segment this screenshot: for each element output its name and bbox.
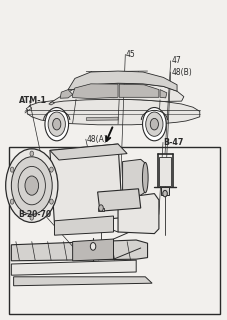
Polygon shape — [98, 189, 141, 211]
Polygon shape — [50, 144, 127, 160]
Polygon shape — [26, 106, 32, 110]
Bar — [9, 147, 220, 314]
Polygon shape — [11, 240, 148, 261]
Circle shape — [150, 118, 158, 130]
Circle shape — [50, 199, 53, 204]
Polygon shape — [54, 216, 114, 235]
Text: 48(A): 48(A) — [86, 135, 107, 144]
Text: B-47: B-47 — [163, 138, 184, 147]
Circle shape — [99, 205, 103, 211]
Ellipse shape — [143, 163, 148, 193]
Circle shape — [10, 199, 14, 204]
Circle shape — [53, 118, 61, 130]
Polygon shape — [14, 277, 152, 286]
Polygon shape — [73, 84, 118, 99]
Polygon shape — [60, 90, 73, 98]
Polygon shape — [50, 144, 123, 224]
Text: 47: 47 — [171, 56, 181, 65]
Polygon shape — [160, 90, 167, 98]
Circle shape — [11, 157, 52, 214]
Polygon shape — [49, 102, 54, 105]
Circle shape — [6, 149, 58, 222]
Circle shape — [25, 176, 39, 195]
Circle shape — [48, 112, 65, 136]
Polygon shape — [119, 84, 159, 97]
Circle shape — [50, 167, 53, 172]
Bar — [159, 157, 171, 186]
Circle shape — [143, 108, 166, 141]
Polygon shape — [73, 239, 114, 261]
Polygon shape — [11, 260, 136, 275]
Circle shape — [18, 166, 45, 205]
Circle shape — [10, 167, 14, 172]
Polygon shape — [161, 187, 169, 195]
Text: ATM-1: ATM-1 — [19, 96, 47, 105]
Polygon shape — [27, 99, 200, 125]
Circle shape — [163, 190, 167, 197]
Polygon shape — [98, 208, 104, 211]
Circle shape — [146, 112, 163, 136]
Circle shape — [45, 108, 69, 141]
Polygon shape — [50, 83, 184, 103]
Polygon shape — [123, 159, 145, 195]
Circle shape — [30, 215, 34, 220]
Polygon shape — [118, 194, 159, 234]
Circle shape — [30, 151, 34, 156]
Polygon shape — [86, 117, 118, 120]
Text: B-20-70: B-20-70 — [18, 210, 51, 219]
Polygon shape — [68, 71, 177, 91]
Text: 48(B): 48(B) — [171, 68, 192, 76]
Text: 45: 45 — [126, 50, 136, 59]
Circle shape — [90, 243, 96, 250]
